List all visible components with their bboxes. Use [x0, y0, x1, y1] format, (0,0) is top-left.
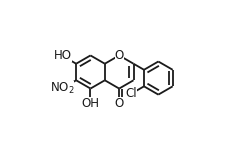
- Text: Cl: Cl: [125, 87, 137, 100]
- Text: O: O: [114, 97, 124, 110]
- Text: NO$_2$: NO$_2$: [50, 81, 74, 96]
- Text: O: O: [114, 49, 124, 62]
- Text: OH: OH: [81, 97, 99, 110]
- Text: HO: HO: [54, 49, 72, 62]
